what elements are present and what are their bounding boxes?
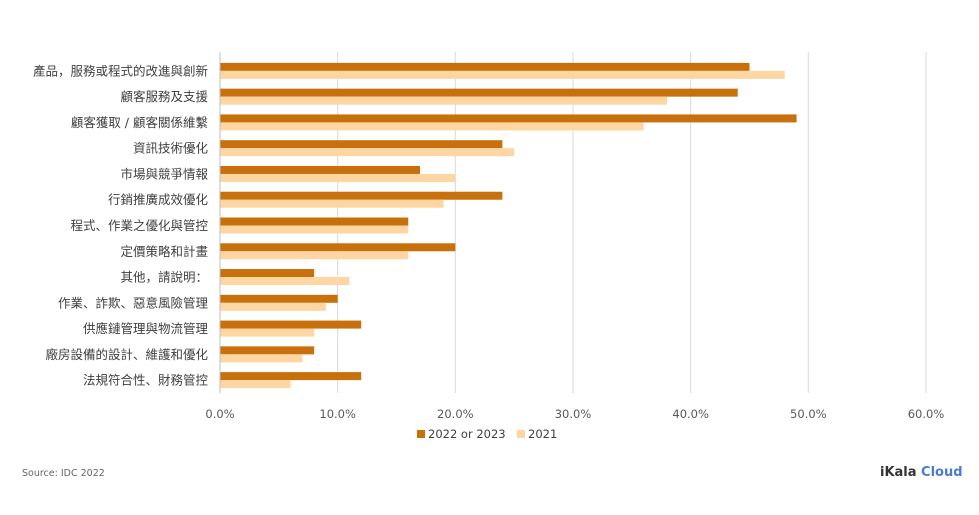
bar-2021 (220, 251, 409, 260)
gridlines (337, 52, 927, 393)
category-label: 定價策略和計畫 (120, 244, 208, 259)
category-label: 程式、作業之優化與管控 (70, 218, 208, 233)
bar-2022-or-2023 (220, 217, 409, 226)
bar-2022-or-2023 (220, 320, 362, 329)
category-label: 作業、詐欺、惡意風險管理 (58, 295, 209, 310)
bar-2022-or-2023 (220, 372, 362, 381)
bar-2021 (220, 70, 785, 79)
brand-logo: iKala Cloud (880, 465, 963, 480)
source-note: Source: IDC 2022 (22, 468, 105, 479)
category-label: 廠房設備的設計、維護和優化 (45, 347, 208, 362)
category-label: 顧客獲取 / 顧客關係維繫 (71, 115, 208, 130)
x-tick-label: 10.0% (319, 407, 356, 421)
bar-2021 (220, 328, 315, 337)
category-label: 產品，服務或程式的改進與創新 (33, 63, 208, 78)
bar-2021 (220, 302, 326, 311)
bar-2021 (220, 354, 303, 363)
bar-2022-or-2023 (220, 114, 797, 123)
category-label: 法規符合性、財務管控 (83, 373, 209, 388)
bar-2022-or-2023 (220, 165, 421, 174)
x-tick-label: 60.0% (908, 407, 945, 421)
category-label: 供應鏈管理與物流管理 (83, 321, 209, 336)
x-tick-label: 50.0% (790, 407, 827, 421)
bar-2022-or-2023 (220, 140, 503, 149)
bar-2022-or-2023 (220, 346, 315, 355)
bar-2021 (220, 199, 444, 208)
bar-2022-or-2023 (220, 294, 338, 303)
bar-2021 (220, 225, 409, 234)
x-tick-label: 30.0% (555, 407, 592, 421)
bar-2022-or-2023 (220, 243, 456, 252)
legend-label: 2022 or 2023 (428, 427, 506, 441)
x-tick-labels: 0.0% 10.0% 20.0% 30.0% 40.0% 50.0% 60.0% (205, 407, 944, 421)
x-tick-label: 0.0% (205, 407, 234, 421)
category-label: 其他，請說明： (120, 270, 208, 285)
bar-2021 (220, 173, 456, 182)
bar-2021 (220, 122, 644, 131)
bar-2021 (220, 277, 350, 286)
brand-text-ikala: iKala (880, 465, 917, 480)
bar-2021 (220, 96, 668, 105)
bar-2022-or-2023 (220, 62, 750, 71)
bar-2022-or-2023 (220, 269, 315, 278)
category-label: 行銷推廣成效優化 (108, 192, 209, 207)
legend-swatch (517, 430, 525, 438)
category-label: 市場與競爭情報 (120, 166, 208, 181)
legend-swatch (417, 430, 425, 438)
category-label: 顧客服務及支援 (120, 89, 208, 104)
x-tick-label: 20.0% (437, 407, 474, 421)
brand-text-cloud: Cloud (916, 465, 963, 480)
legend-label: 2021 (528, 427, 557, 441)
category-label: 資訊技術優化 (133, 141, 209, 156)
legend: 2022 or 2023 2021 (417, 427, 557, 441)
bars (220, 62, 797, 389)
bar-2021 (220, 380, 291, 389)
bar-2022-or-2023 (220, 191, 503, 200)
bar-2021 (220, 148, 515, 157)
bar-2022-or-2023 (220, 88, 738, 97)
x-tick-label: 40.0% (672, 407, 709, 421)
